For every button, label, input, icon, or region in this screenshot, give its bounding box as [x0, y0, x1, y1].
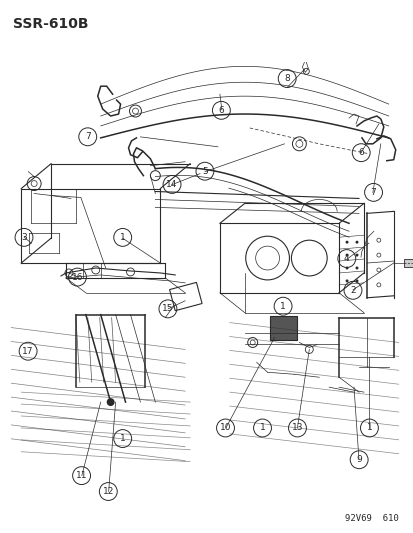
Circle shape: [345, 266, 348, 270]
Text: 14: 14: [166, 180, 177, 189]
Text: 17: 17: [22, 346, 34, 356]
Text: 12: 12: [102, 487, 114, 496]
Text: 1: 1: [119, 233, 125, 242]
Text: 11: 11: [76, 471, 87, 480]
Text: 1: 1: [259, 424, 265, 432]
Circle shape: [345, 279, 348, 282]
Circle shape: [355, 266, 358, 270]
Text: 8: 8: [284, 74, 290, 83]
Text: 15: 15: [162, 304, 173, 313]
Text: 16: 16: [71, 272, 83, 281]
Text: 1: 1: [119, 434, 125, 443]
Text: 3: 3: [21, 233, 27, 242]
Circle shape: [107, 398, 114, 406]
Text: 13: 13: [291, 424, 302, 432]
Bar: [169, 282, 202, 311]
Circle shape: [345, 241, 348, 244]
Circle shape: [355, 241, 358, 244]
Text: 92V69  610: 92V69 610: [344, 514, 398, 523]
Circle shape: [355, 254, 358, 256]
Text: 2: 2: [349, 286, 355, 295]
Circle shape: [355, 279, 358, 282]
Text: 7: 7: [85, 132, 90, 141]
Text: 1: 1: [366, 424, 371, 432]
Text: 4: 4: [343, 254, 349, 263]
Text: 1: 1: [280, 302, 285, 311]
Circle shape: [345, 254, 348, 256]
Text: SSR-610B: SSR-610B: [13, 17, 89, 31]
Text: 5: 5: [202, 167, 207, 176]
Text: 10: 10: [219, 424, 231, 432]
Bar: [269, 316, 297, 340]
Bar: [403, 259, 413, 267]
Text: 9: 9: [356, 455, 361, 464]
Text: 6: 6: [218, 106, 224, 115]
Text: 7: 7: [370, 188, 375, 197]
Text: 6: 6: [358, 148, 363, 157]
